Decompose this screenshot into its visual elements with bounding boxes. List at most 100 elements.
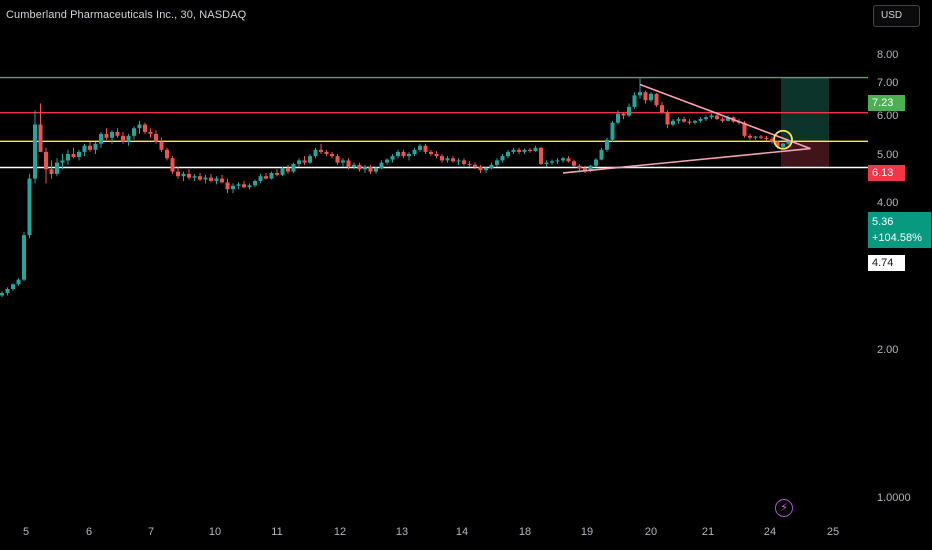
candle	[330, 151, 334, 159]
candle	[781, 142, 785, 148]
candle-body	[165, 149, 169, 159]
candle	[280, 167, 285, 177]
candle	[11, 283, 15, 291]
candle-body	[528, 149, 532, 152]
candle-body	[423, 145, 428, 152]
candle-body	[489, 164, 494, 169]
candle	[16, 278, 21, 286]
candle-body	[566, 158, 571, 162]
lightning-icon[interactable]: ⚡	[775, 499, 793, 517]
candle	[104, 128, 109, 140]
candle	[390, 154, 395, 163]
candle	[709, 113, 714, 120]
candle-body	[632, 95, 637, 107]
candle-body	[753, 136, 758, 138]
candle	[577, 163, 582, 171]
candle	[385, 158, 389, 165]
current-price: 5.36	[872, 216, 894, 228]
y-tick-label: 1.0000	[877, 492, 911, 504]
x-tick-label: 6	[85, 526, 93, 538]
candle-body	[143, 124, 147, 132]
candle	[759, 135, 763, 139]
candle-body	[319, 149, 323, 152]
candle	[687, 119, 692, 125]
candle	[522, 148, 527, 155]
x-tick-label: 11	[271, 526, 283, 538]
x-tick-label: 25	[826, 526, 840, 538]
candle	[357, 162, 362, 172]
candle	[566, 156, 571, 163]
candle-body	[775, 141, 780, 147]
candle	[561, 156, 565, 163]
candle	[126, 133, 131, 146]
candle-body	[225, 182, 230, 190]
candle-body	[561, 158, 565, 161]
candle-body	[115, 131, 120, 136]
candle	[302, 156, 307, 165]
candle-body	[313, 149, 318, 157]
candle	[660, 101, 664, 114]
candle-body	[742, 122, 747, 136]
y-tick-label: 4.00	[877, 196, 899, 209]
x-tick-label: 14	[455, 526, 469, 538]
candle	[269, 171, 274, 180]
candle-body	[66, 154, 70, 161]
candle-body	[291, 163, 296, 172]
candle-body	[357, 164, 362, 170]
candle	[275, 169, 279, 177]
x-tick-label: 10	[208, 526, 222, 538]
candle	[786, 140, 791, 145]
candle-body	[726, 117, 730, 121]
price-tag-white: 4.74	[868, 255, 905, 271]
candle	[407, 151, 411, 161]
candle-body	[445, 158, 450, 161]
candle	[121, 131, 125, 144]
candle-body	[500, 156, 505, 161]
candle	[49, 160, 54, 179]
candle	[764, 135, 769, 141]
candle-body	[517, 149, 521, 152]
candle	[319, 143, 323, 155]
candle	[286, 164, 290, 174]
candle	[462, 158, 466, 166]
chart-title: Cumberland Pharmaceuticals Inc., 30, NAS…	[6, 9, 247, 21]
candle	[489, 162, 494, 170]
candle-body	[82, 145, 87, 152]
candle-body	[0, 292, 4, 296]
candle	[638, 78, 642, 99]
candle-body	[170, 158, 175, 172]
candle-body	[649, 93, 653, 101]
candle-body	[137, 124, 142, 129]
candle	[698, 117, 703, 123]
candle	[60, 154, 65, 170]
candle	[550, 159, 554, 165]
candle	[610, 120, 615, 142]
candle-body	[748, 135, 752, 138]
candle-body	[385, 159, 389, 163]
candle	[88, 141, 92, 152]
x-tick-label: 18	[518, 526, 532, 538]
candle-body	[456, 160, 461, 162]
candle-body	[616, 113, 620, 123]
candle	[616, 110, 620, 125]
candle	[434, 151, 439, 159]
currency-selector[interactable]: USD	[873, 5, 920, 27]
candle-body	[621, 113, 626, 116]
candle-body	[346, 160, 351, 168]
candle	[253, 179, 257, 188]
candle-body	[324, 151, 329, 155]
candle-body	[11, 284, 15, 289]
y-tick-label: 6.00	[877, 110, 899, 123]
candle-body	[478, 167, 483, 171]
candle	[770, 136, 774, 144]
candle-body	[627, 106, 631, 116]
candle-body	[33, 124, 37, 179]
candle	[66, 149, 70, 165]
candle-body	[533, 147, 538, 152]
candle	[643, 90, 648, 104]
candle	[5, 287, 10, 296]
candle	[55, 158, 59, 177]
candle	[451, 156, 455, 163]
candle-body	[484, 168, 488, 171]
